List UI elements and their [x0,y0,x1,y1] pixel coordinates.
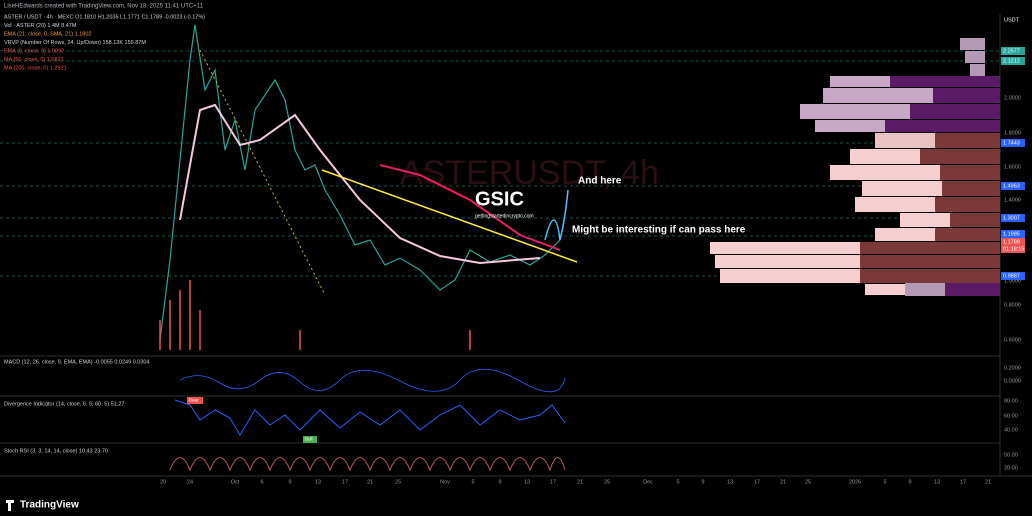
date-label: 9 [701,479,704,485]
date-label: 21 [577,479,583,485]
bear-label: Bear [189,398,199,403]
date-label: 21 [367,479,373,485]
price-badge-label: 2.2577 [1003,48,1020,54]
date-label: Oct [231,479,240,485]
price-badge-label: 0.9887 [1003,273,1020,279]
legend-item: EMA (9, close, 0) 1.0092 [4,48,64,54]
pane-axis-label: 50.00 [1004,452,1018,458]
date-label: 21 [985,479,991,485]
trendline [321,169,578,263]
annotation: Might be interesting if can pass here [572,225,746,236]
price-badge [1001,245,1025,253]
date-label: Dec [643,479,653,485]
date-label: 9 [908,479,911,485]
price-badge [1001,57,1025,65]
date-label: 5 [676,479,679,485]
axis-unit: USDT [1004,17,1020,23]
price-badge-label: 1.7443 [1003,140,1020,146]
ema-line [179,103,541,265]
pane-axis-label: 20.00 [1004,465,1018,471]
price-label: 2.0000 [1004,95,1021,101]
date-label: 5 [883,479,886,485]
date-label: 25 [805,479,811,485]
legend: ASTER / USDT · 4h · MEXC O1.1810 H1.2035… [4,14,205,71]
pane-title: Divergence Indicator (14, close, 5, 5, 6… [4,401,124,407]
price-badge-label: 1.3007 [1003,215,1020,221]
date-label: 13 [524,479,530,485]
date-label: 25 [604,479,610,485]
price-label: 1.6000 [1004,164,1021,170]
price-badge [1001,238,1025,246]
pane-axis-label: 40.00 [1004,427,1018,433]
date-label: 5 [471,479,474,485]
price-badge-label: 2.1212 [1003,58,1020,64]
legend-item: MA (50, close, 0) 1.0821 [4,57,64,63]
pane-title: MACD (12, 26, close, 9, EMA, EMA) -0.005… [4,359,150,365]
axes: USDT2.00001.80001.60001.40001.20001.0000… [4,17,1025,485]
legend-item: EMA (21, close, 0, SMA, 21) 1.1802 [4,31,91,37]
drawing [544,189,569,241]
date-label: 9 [288,479,291,485]
date-label: 17 [550,479,556,485]
volume-profile [710,38,1000,296]
ma-line [379,164,561,251]
level-lines [0,50,1000,277]
main-pane: ASTERUSDT, 4h GSIC gettingstartedincrypt… [0,14,1032,477]
pane-axis-label: 80.00 [1004,398,1018,404]
logo-icon [6,500,14,511]
credit: LiseHEdwards created with TradingView.co… [4,4,204,10]
date-label: 24 [187,479,193,485]
price-line [159,24,561,341]
pane-axis-label: 0.0000 [1004,378,1021,384]
indicator-panes [169,368,566,472]
date-label: 13 [727,479,733,485]
date-label: 17 [342,479,348,485]
dotted-line [199,49,326,296]
date-label: 17 [754,479,760,485]
price-label: 0.6000 [1004,337,1021,343]
price-badge [1001,230,1025,238]
price-label: 0.8000 [1004,302,1021,308]
legend-item: Vol · ASTER (20) 1.4M 8.47M [4,23,77,29]
date-label: 20 [160,479,166,485]
bull-label: Bull [305,437,313,442]
price-label: 1.0000 [1004,278,1021,284]
date-label: 9 [498,479,501,485]
volume-bars [159,280,471,350]
price-badge [1001,214,1025,222]
pane-axis-label: 0.2000 [1004,365,1021,371]
price-badge [1001,182,1025,190]
price-label: 1.8000 [1004,130,1021,136]
price-badge [1001,272,1025,280]
price-badge-label: 01:18:15 [1003,246,1024,252]
date-label: 25 [395,479,401,485]
price-badge [1001,139,1025,147]
pane-axis-label: 60.00 [1004,413,1018,419]
footer: TradingView [20,500,79,511]
logo: GSIC [475,188,524,210]
legend-item: VRVP (Number Of Rows, 24, Up/Down) 158.1… [4,40,146,46]
legend-item: MA (200, close, 0) 1.2921 [4,65,67,71]
price-badge-label: 1.1789 [1003,239,1020,245]
logo-site: gettingstartedincrypto.com [475,213,534,219]
date-label: 6 [260,479,263,485]
price-label: 1.4000 [1004,197,1021,203]
annotation: And here [578,176,622,187]
price-badge-label: 1.1985 [1003,231,1020,237]
price-badge [1001,47,1025,55]
legend-item: ASTER / USDT · 4h · MEXC O1.1810 H1.2035… [4,14,205,20]
date-label: 17 [960,479,966,485]
pane-title: Stoch RSI (3, 3, 14, 14, close) 10.43 23… [4,448,108,454]
price-badge-label: 1.4963 [1003,183,1020,189]
date-label: 21 [780,479,786,485]
date-label: 13 [934,479,940,485]
date-label: 2026 [849,479,861,485]
date-label: 13 [315,479,321,485]
date-label: Nov [440,479,450,485]
